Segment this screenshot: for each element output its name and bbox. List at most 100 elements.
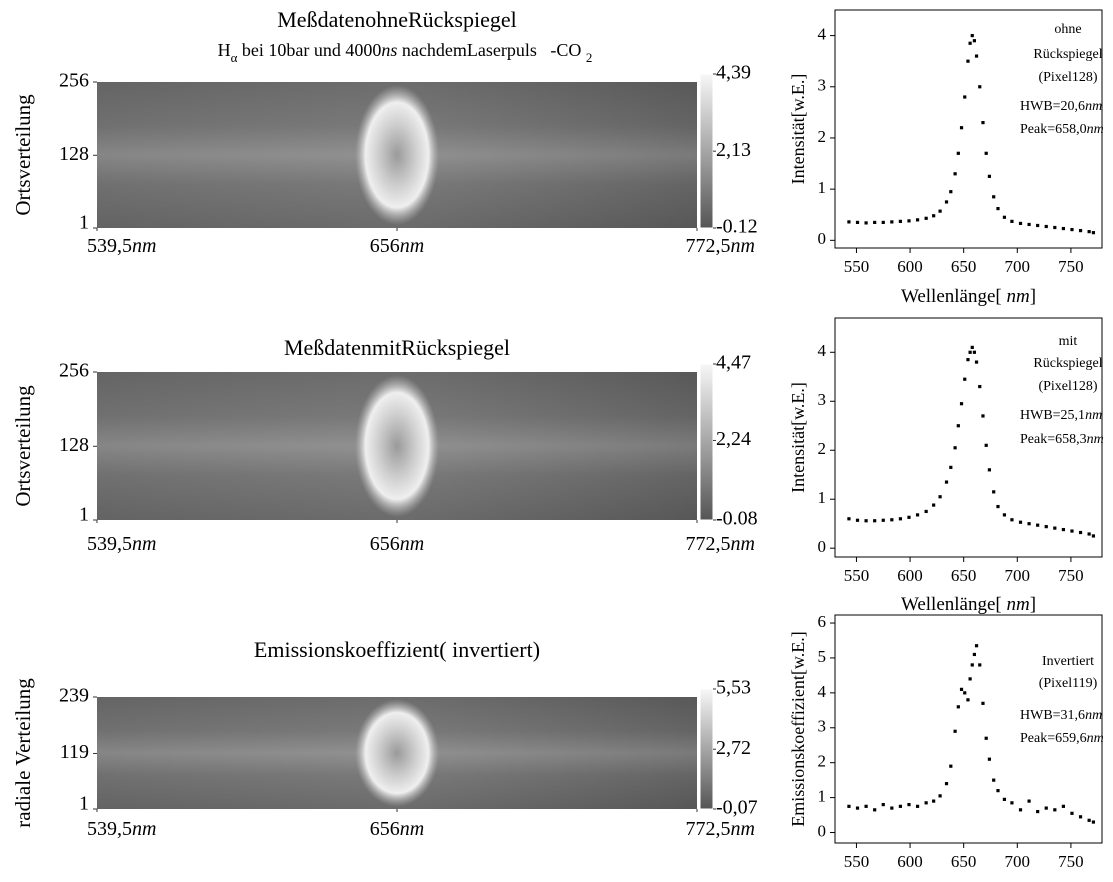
plot-frame	[834, 9, 1103, 249]
x-tick-label: 750	[1058, 257, 1084, 276]
hwb-value: HWB=31,6	[1020, 708, 1085, 723]
data-point	[956, 151, 960, 155]
y-tick-label: 1	[79, 212, 89, 234]
data-point	[1091, 820, 1096, 824]
y-tick-label: 0	[818, 229, 827, 248]
data-point	[932, 503, 936, 507]
x-tick-label: 650	[951, 257, 977, 276]
data-point	[959, 402, 964, 406]
data-point	[890, 806, 894, 810]
colorbar-tick-label: -0,07	[716, 797, 758, 819]
data-point	[974, 644, 979, 648]
x-tick-unit: nm	[132, 533, 156, 555]
hwb-unit: nm	[1085, 99, 1102, 114]
colorbar-tick-label: -0.12	[716, 216, 758, 238]
x-tick-label: 550	[844, 852, 870, 871]
data-point	[1010, 801, 1014, 805]
y-tick-label: 2	[818, 752, 827, 771]
y-tick-label: 1	[818, 787, 827, 806]
data-point	[966, 698, 970, 702]
annotation: mit	[1059, 334, 1078, 349]
y-tick-label: 119	[60, 741, 89, 763]
heatmap-emission	[355, 84, 439, 226]
x-tick-value: 656	[370, 235, 400, 257]
x-tick-label: 772,5nm	[686, 533, 755, 555]
data-point	[987, 468, 992, 472]
data-point	[855, 518, 860, 522]
y-tick-label: 3	[818, 76, 827, 95]
data-point	[898, 804, 903, 808]
heatmap-emission	[355, 699, 439, 807]
y-axis-label: Intensität[w.E.]	[788, 74, 808, 185]
data-point	[847, 220, 851, 224]
data-point	[864, 221, 868, 225]
data-point	[981, 121, 985, 125]
data-point	[864, 804, 868, 808]
x-tick-value: 772,5	[686, 818, 731, 840]
x-tick-value: 656	[370, 818, 400, 840]
data-point	[974, 54, 979, 58]
data-point	[1091, 231, 1096, 235]
data-point	[873, 519, 877, 523]
data-point	[847, 517, 851, 521]
data-point	[978, 663, 982, 667]
x-tick-label: 539,5nm	[87, 235, 156, 257]
data-point	[1087, 818, 1091, 822]
annotation: Rückspiegel	[1033, 356, 1102, 371]
data-point	[1036, 809, 1040, 814]
data-point	[963, 377, 967, 381]
data-point	[1091, 534, 1096, 538]
data-point	[1010, 518, 1014, 522]
chart-title: MeßdatenmitRückspiegel	[284, 335, 510, 360]
x-tick-label: 750	[1058, 566, 1084, 585]
data-point	[944, 200, 949, 204]
data-point	[924, 509, 928, 514]
colorbar	[699, 688, 714, 810]
data-point	[972, 652, 976, 657]
data-point	[898, 517, 903, 521]
y-axis-label: Intensität[w.E.]	[788, 382, 808, 493]
peak-unit: nm	[1087, 122, 1104, 137]
data-point	[944, 782, 949, 786]
peak-value: Peak=659,6	[1020, 731, 1087, 746]
data-point	[1070, 529, 1074, 533]
data-point	[996, 504, 1000, 509]
data-point	[924, 216, 928, 220]
x-tick-label: 600	[897, 852, 923, 871]
x-tick-value: 772,5	[686, 235, 731, 257]
data-point	[984, 736, 988, 740]
data-point	[968, 677, 972, 681]
data-point	[953, 172, 957, 176]
data-point	[981, 701, 985, 705]
x-axis-label-part: ]	[1030, 594, 1036, 615]
y-tick-label: 2	[818, 127, 827, 146]
data-point	[963, 691, 967, 695]
colorbar-tick-label: 2,24	[716, 428, 751, 450]
data-point	[959, 126, 964, 130]
x-tick-value: 539,5	[87, 235, 132, 257]
data-point	[881, 518, 885, 522]
data-point	[996, 206, 1000, 211]
data-point	[938, 794, 942, 798]
data-point	[1078, 228, 1083, 233]
data-point	[966, 358, 970, 362]
x-axis-label-part: nm	[1007, 286, 1030, 307]
data-point	[956, 424, 960, 428]
data-point	[881, 802, 885, 807]
data-point	[890, 220, 894, 224]
x-tick-label: 772,5nm	[686, 235, 755, 257]
x-tick-unit: nm	[132, 235, 156, 257]
data-point	[1044, 525, 1048, 529]
data-point	[881, 220, 885, 225]
data-point	[987, 174, 992, 178]
data-point	[1078, 530, 1083, 535]
data-point	[915, 218, 920, 222]
x-tick-label: 650	[951, 852, 977, 871]
x-tick-label: 772,5nm	[686, 818, 755, 840]
y-tick-label: 1	[79, 504, 89, 526]
data-point	[1027, 222, 1031, 227]
x-tick-label: 750	[1058, 852, 1084, 871]
subtitle-part: H	[218, 40, 231, 60]
colorbar-tick-label: 2,13	[716, 139, 751, 161]
data-point	[1070, 811, 1074, 815]
